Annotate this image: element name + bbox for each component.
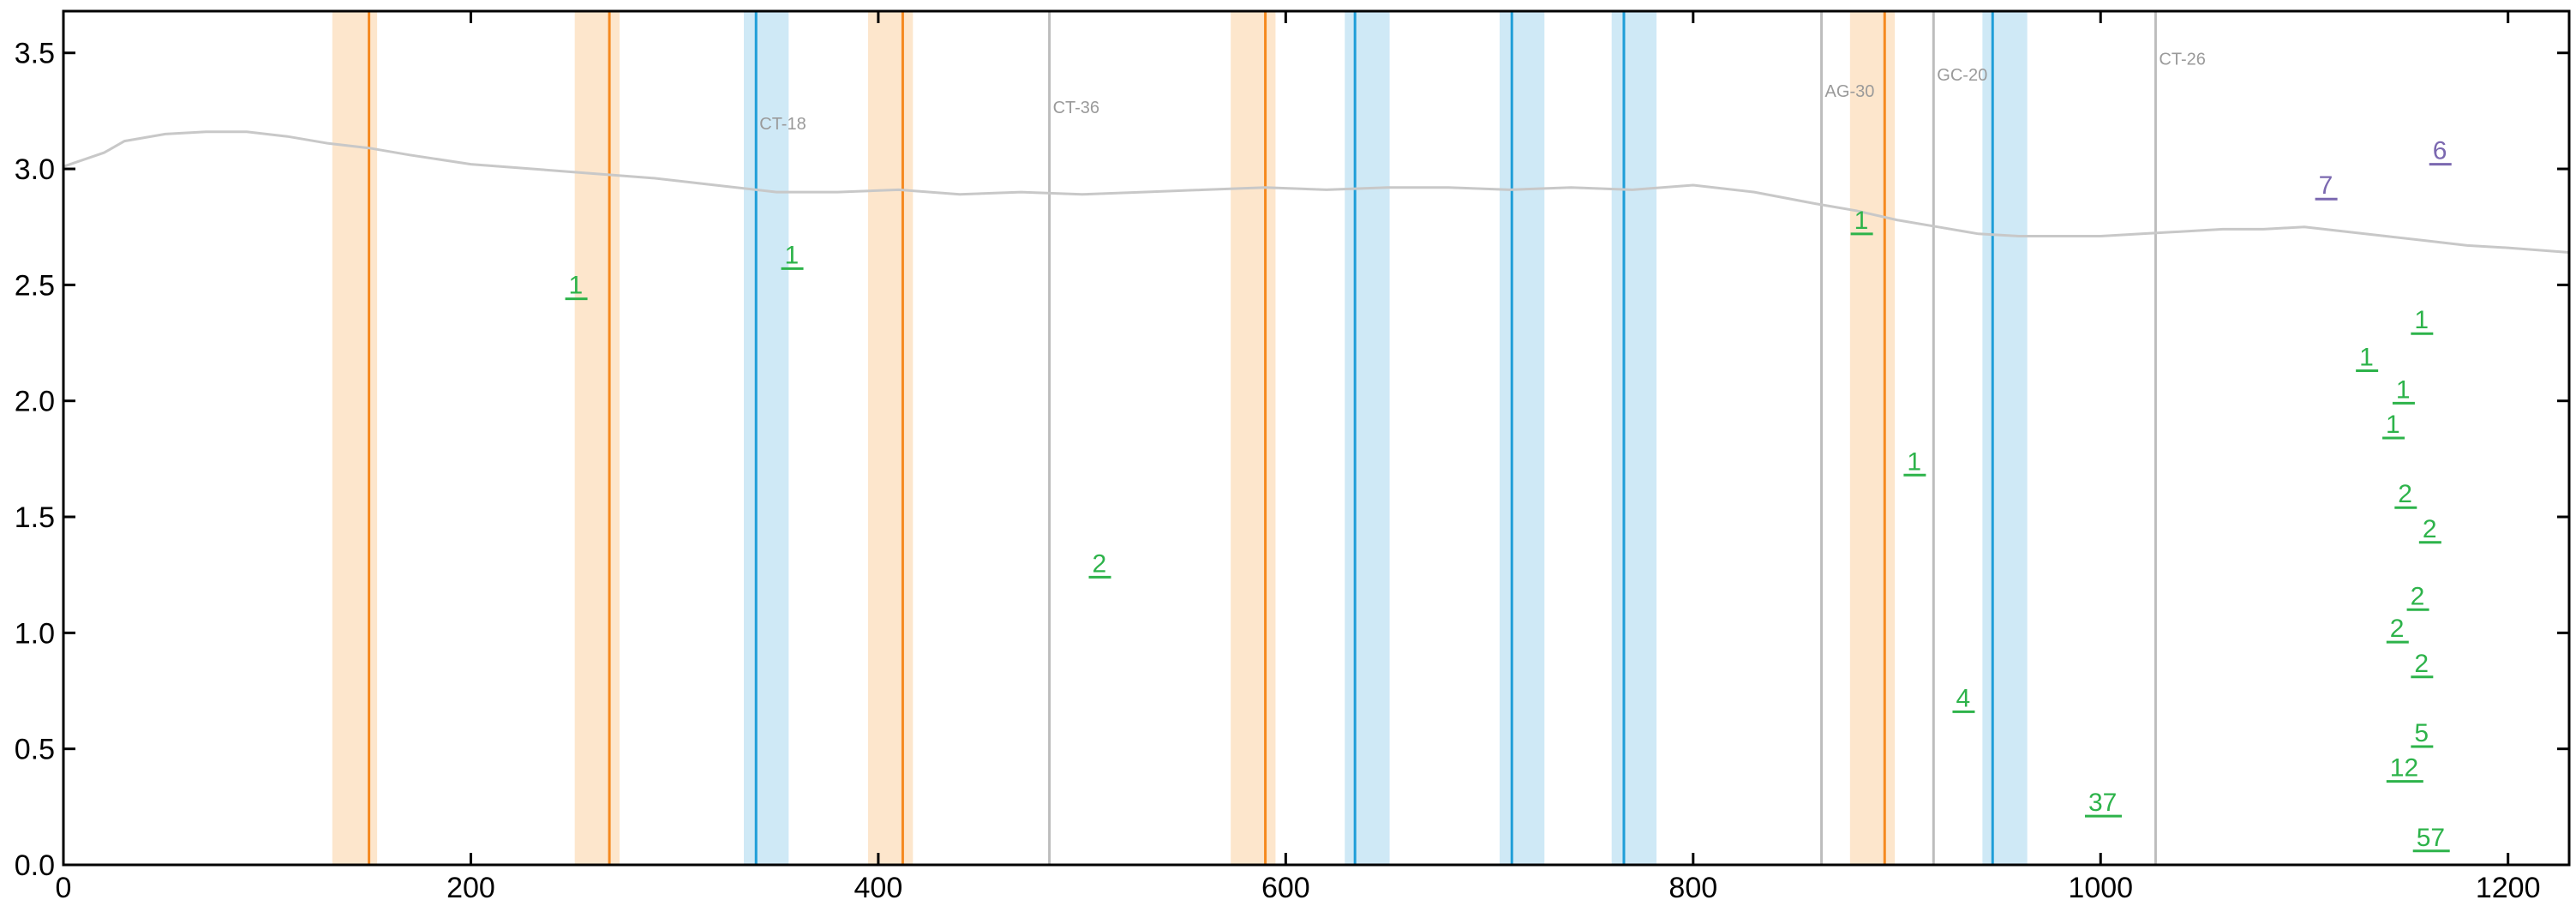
blue-band-0: [743, 11, 789, 865]
orange-band-3: [1231, 11, 1276, 865]
peak-label-0: 1: [569, 272, 584, 300]
highlight-bands: [332, 11, 2028, 865]
marker-lines: [368, 11, 2157, 865]
peak-label-18: 5: [2414, 719, 2429, 747]
x-tick-label-6: 1200: [2476, 872, 2541, 904]
region-label-2: AG-30: [1825, 82, 1875, 101]
region-labels: CT-18 CT-36 AG-30 GC-20 CT-26: [759, 50, 2206, 134]
peak-label-16: 2: [2390, 615, 2405, 643]
peak-label-2: 2: [1093, 549, 1107, 578]
peak-label-17: 2: [2414, 650, 2429, 678]
axes: 0 200 400 600 800 1000 1200 0.0 0.5 1.0 1.5 2.0 2.5 3…: [15, 9, 2571, 904]
peak-label-1: 1: [785, 241, 800, 269]
blue-band-3: [1611, 11, 1656, 865]
y-tick-label-5: 2.5: [15, 269, 55, 302]
x-tick-label-5: 1000: [2068, 872, 2133, 904]
peak-label-12: 1: [2386, 411, 2400, 439]
orange-band-4: [1849, 11, 1896, 865]
blue-band-2: [1499, 11, 1545, 865]
x-tick-label-1: 200: [446, 872, 495, 904]
y-tick-label-6: 3.0: [15, 153, 55, 186]
peak-label-9: 1: [2359, 344, 2374, 372]
y-tick-label-0: 0.0: [15, 849, 55, 882]
peak-label-20: 57: [2417, 824, 2445, 852]
orange-band-1: [574, 11, 620, 865]
y-tick-label-1: 0.5: [15, 734, 55, 766]
y-tick-label-3: 1.5: [15, 501, 55, 534]
y-tick-label-2: 1.0: [15, 617, 55, 650]
region-label-0: CT-18: [759, 115, 806, 134]
plot-frame: [62, 9, 2571, 867]
peak-label-13: 2: [2398, 480, 2412, 508]
blue-band-1: [1345, 11, 1390, 865]
peak-label-6: 37: [2088, 789, 2117, 817]
region-label-4: CT-26: [2159, 50, 2205, 69]
peak-label-5: 4: [1956, 684, 1970, 712]
y-tick-label-7: 3.5: [15, 38, 55, 70]
peak-label-7: 7: [2319, 171, 2333, 200]
trace-layer: [63, 130, 2570, 254]
x-tick-label-4: 800: [1668, 872, 1717, 904]
y-tick-label-4: 2.0: [15, 386, 55, 418]
blue-band-4: [1982, 11, 2028, 865]
orange-band-0: [332, 11, 378, 865]
peak-label-11: 1: [2396, 375, 2411, 404]
peak-label-3: 1: [1854, 207, 1869, 235]
x-tick-label-3: 600: [1261, 872, 1310, 904]
peak-label-4: 1: [1907, 447, 1921, 476]
trace-line: [63, 130, 2570, 254]
peak-label-10: 1: [2414, 306, 2429, 334]
peak-label-19: 12: [2390, 754, 2418, 783]
orange-band-2: [868, 11, 914, 865]
x-tick-label-2: 400: [854, 872, 903, 904]
region-label-3: GC-20: [1937, 66, 1987, 85]
region-label-1: CT-36: [1053, 99, 1099, 117]
peak-label-8: 6: [2433, 137, 2447, 165]
peak-label-15: 2: [2411, 582, 2425, 610]
peak-label-14: 2: [2423, 515, 2437, 543]
x-tick-label-0: 0: [56, 872, 72, 904]
